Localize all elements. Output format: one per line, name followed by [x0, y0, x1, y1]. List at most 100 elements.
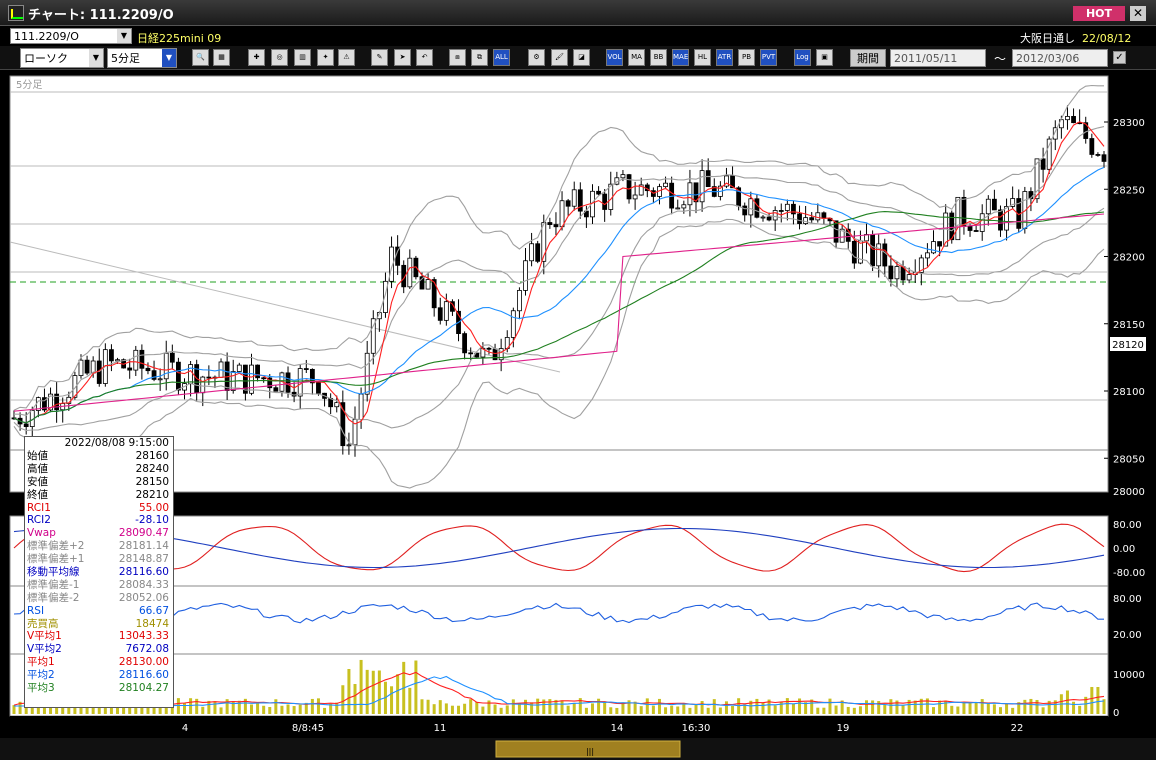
candle [931, 241, 936, 254]
symbol-select[interactable]: 111.2209/O ▼ [10, 28, 132, 44]
candle [693, 182, 699, 203]
candle [730, 175, 735, 189]
volume-bar [542, 699, 546, 714]
brush-icon[interactable]: 🖌 [551, 49, 568, 66]
volume-bar [371, 670, 375, 714]
pencil-icon[interactable]: ✎ [371, 49, 388, 66]
hot-button[interactable]: HOT [1073, 6, 1125, 21]
period-button[interactable]: 期間 [850, 49, 886, 67]
candle [705, 170, 711, 188]
candle [285, 372, 291, 393]
info-value: 55.00 [138, 501, 169, 514]
split-icon[interactable]: ⧉ [471, 49, 488, 66]
candle [760, 216, 766, 219]
hl-icon[interactable]: HL [694, 49, 711, 66]
volume-bar [950, 705, 954, 714]
atr-icon[interactable]: ATR [716, 49, 733, 66]
info-row: V平均2 7672.08 [25, 643, 173, 656]
candle [1071, 116, 1076, 124]
candle [437, 307, 443, 321]
candle [833, 220, 839, 243]
compare-icon[interactable]: ⧈ [449, 49, 466, 66]
candle [547, 222, 553, 225]
volume-avg1-line [13, 671, 1105, 706]
info-label: Vwap [27, 527, 56, 540]
period-checkbox[interactable]: ✓ [1113, 51, 1126, 64]
candle [1089, 138, 1095, 155]
date-tick-label: 4 [182, 723, 188, 734]
volume-bar [323, 707, 327, 714]
info-row: 終値 28210 [25, 489, 173, 502]
all-icon[interactable]: ALL [493, 49, 510, 66]
candle [115, 359, 120, 362]
candle [242, 364, 248, 394]
volume-bar [1090, 686, 1094, 714]
date-to-field[interactable]: 2012/03/06 [1012, 49, 1108, 67]
info-value: 13043.33 [118, 630, 169, 643]
title-bar[interactable]: チャート: 111.2209/O HOT ✕ [0, 0, 1156, 26]
chart-canvas[interactable]: ||| 5分足 28300 28250 28200 28150 28100 28050 2800… [0, 72, 1156, 760]
pvt-icon[interactable]: PVT [760, 49, 777, 66]
candle [1046, 138, 1052, 170]
cross-cursor-icon[interactable]: ✚ [248, 49, 265, 66]
info-datetime: 2022/08/08 9:15:00 [64, 437, 169, 449]
candle [510, 310, 516, 338]
close-button[interactable]: ✕ [1130, 6, 1146, 21]
bar-chart-icon[interactable]: ▥ [294, 49, 311, 66]
candle [553, 224, 559, 228]
band-minus2-line [13, 218, 1105, 489]
zoom-icon[interactable]: 🔍 [192, 49, 209, 66]
candle [949, 212, 955, 241]
volume-bar [889, 699, 893, 714]
date-tick-label: 8/8:45 [292, 723, 324, 734]
volume-icon[interactable]: VOL [606, 49, 623, 66]
candle [815, 212, 821, 221]
candle [303, 368, 309, 370]
volume-bar [590, 703, 594, 714]
palette-icon[interactable]: ◪ [573, 49, 590, 66]
magnify-icon[interactable]: ◎ [271, 49, 288, 66]
info-row: RCI2 -28.10 [25, 514, 173, 527]
gear-icon[interactable]: ⚙ [528, 49, 545, 66]
candle [54, 393, 60, 411]
arrow-cursor-icon[interactable]: ➤ [394, 49, 411, 66]
table-icon[interactable]: ▦ [213, 49, 230, 66]
info-value: 28150 [135, 475, 169, 488]
candle [1010, 198, 1016, 207]
chevron-down-icon[interactable]: ▼ [162, 49, 176, 67]
volume-bar [877, 701, 881, 714]
date-from-field[interactable]: 2011/05/11 [890, 49, 986, 67]
volume-bar [828, 698, 832, 714]
price-tick-label: 28150 [1113, 320, 1145, 331]
volume-bar [225, 699, 229, 714]
undo-icon[interactable]: ↶ [416, 49, 433, 66]
pb-icon[interactable]: PB [738, 49, 755, 66]
volume-bar [670, 705, 674, 714]
info-label: 平均3 [27, 682, 55, 695]
chevron-down-icon[interactable]: ▼ [89, 49, 103, 67]
chart-type-select[interactable]: ローソク ▼ [20, 48, 104, 68]
info-row: RSI 66.67 [25, 605, 173, 618]
log-icon[interactable]: Log [794, 49, 811, 66]
candle [851, 240, 857, 264]
volume-bar [603, 701, 607, 714]
volume-bar [743, 704, 747, 714]
volume-bar [1041, 707, 1045, 714]
mae-icon[interactable]: MAE [672, 49, 689, 66]
bb-icon[interactable]: BB [650, 49, 667, 66]
warning-icon[interactable]: ⚠ [338, 49, 355, 66]
candle-icon[interactable]: ✦ [317, 49, 334, 66]
interval-select[interactable]: 5分足 ▼ [107, 48, 177, 68]
candle [937, 241, 942, 247]
ma-icon[interactable]: MA [628, 49, 645, 66]
volume-bar [664, 707, 668, 714]
candle [1040, 158, 1046, 170]
chevron-down-icon[interactable]: ▼ [117, 29, 131, 43]
window-icon[interactable]: ▣ [816, 49, 833, 66]
info-label: 標準偏差-2 [27, 591, 80, 604]
ma-short-line [13, 121, 1105, 425]
volume-bar [895, 700, 899, 714]
candle [517, 290, 522, 312]
candle [839, 228, 845, 243]
volume-bar [706, 707, 710, 714]
